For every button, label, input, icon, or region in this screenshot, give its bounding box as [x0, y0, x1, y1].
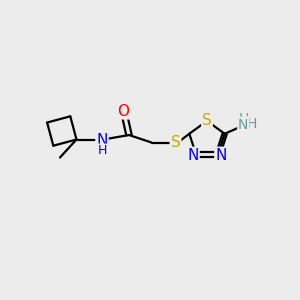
- Text: O: O: [118, 103, 130, 118]
- Text: S: S: [171, 135, 180, 150]
- Text: H: H: [247, 117, 257, 131]
- Text: N: N: [215, 148, 226, 163]
- Text: H: H: [239, 112, 249, 126]
- Text: N: N: [188, 148, 199, 163]
- Text: H: H: [97, 144, 107, 158]
- Text: S: S: [202, 113, 212, 128]
- Text: N: N: [238, 118, 248, 132]
- Text: N: N: [96, 133, 108, 148]
